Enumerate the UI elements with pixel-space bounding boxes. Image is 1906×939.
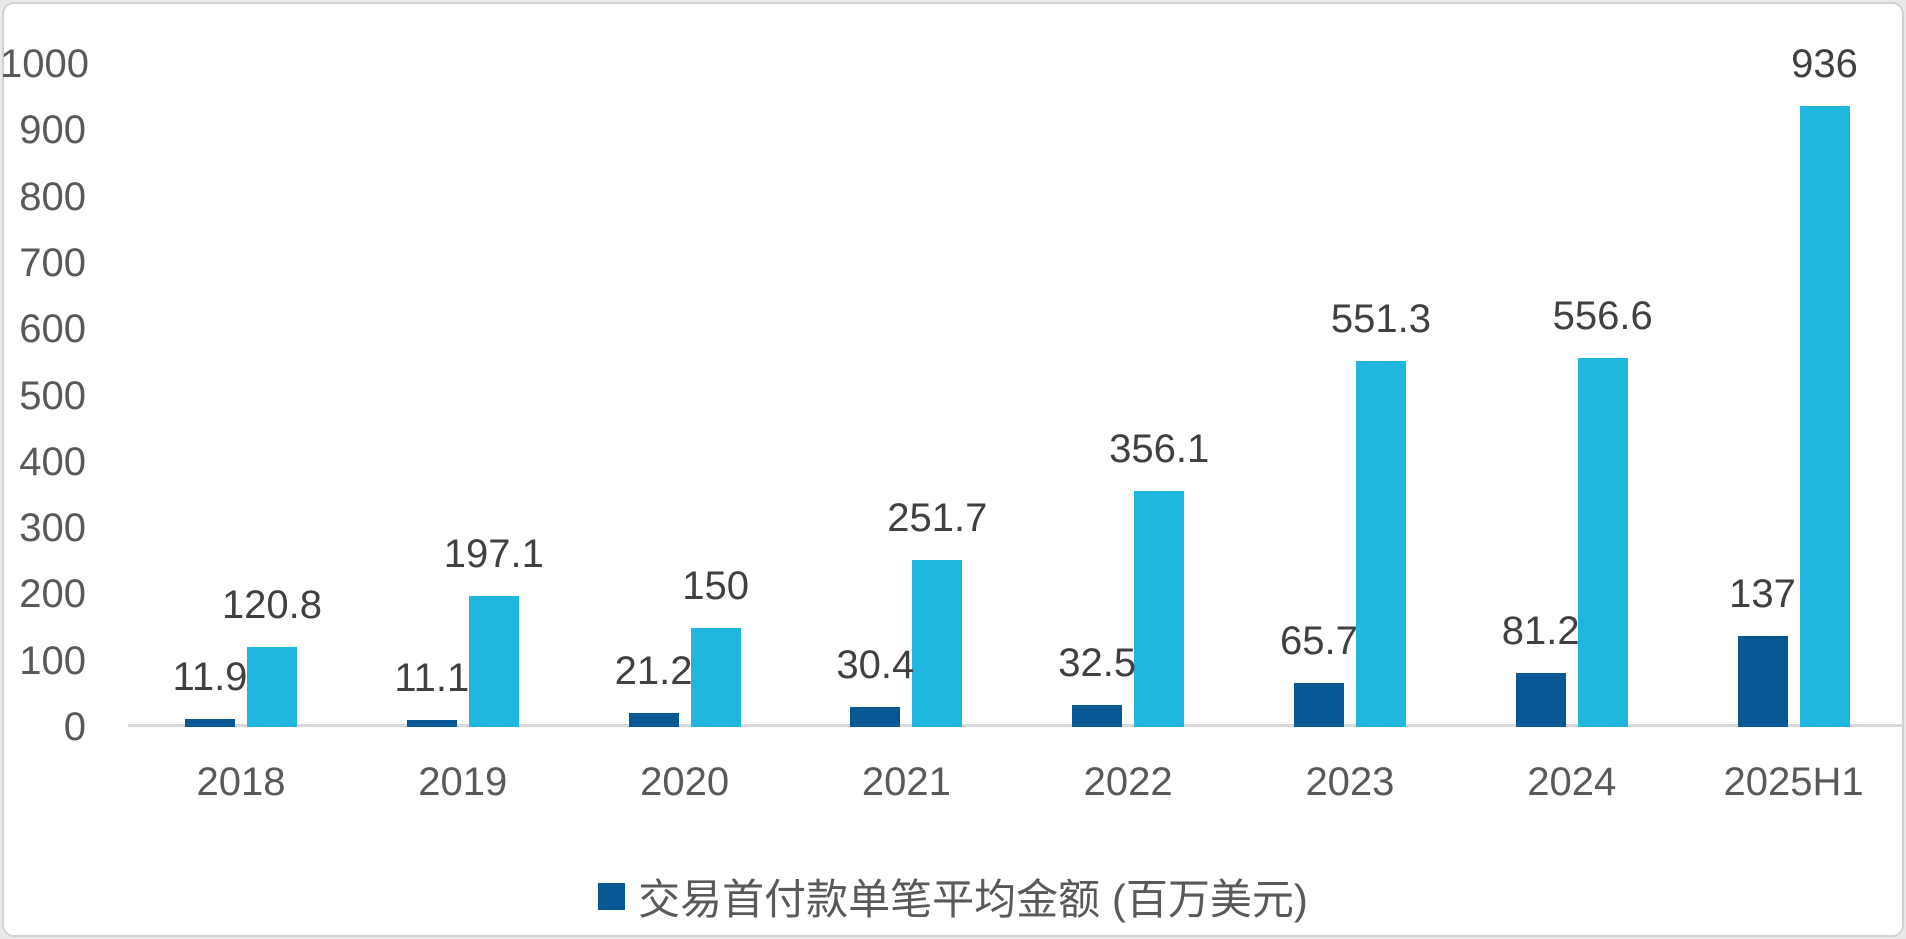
x-axis-category-label: 2022: [1083, 760, 1173, 804]
light-bar-2024: [1577, 357, 1628, 727]
legend-label: 交易首付款单笔平均金额 (百万美元): [638, 875, 1308, 923]
chart-legend: 交易首付款单笔平均金额 (百万美元): [0, 872, 1906, 923]
dark-bar-2022: [1072, 705, 1123, 727]
data-label: 32.5: [1058, 641, 1137, 686]
x-axis-category-label: 2021: [861, 760, 951, 804]
data-label: 21.2: [614, 648, 693, 693]
data-label: 251.7: [887, 496, 988, 541]
data-label: 551.3: [1330, 297, 1431, 342]
data-label: 137: [1729, 572, 1796, 617]
data-label: 11.9: [172, 655, 248, 700]
data-label: 556.6: [1552, 293, 1653, 338]
y-axis-tick-label: 900: [19, 108, 86, 153]
y-axis-tick-label: 300: [19, 506, 86, 551]
y-axis-tick-label: 100: [19, 638, 86, 683]
light-bar-2018: [247, 646, 297, 727]
y-axis-tick-label: 800: [19, 174, 86, 219]
x-axis-line: [128, 724, 1902, 727]
data-label: 65.7: [1280, 619, 1358, 664]
data-label: 150: [682, 563, 749, 608]
light-bar-2019: [468, 596, 519, 727]
x-axis-category-label: 2023: [1305, 760, 1395, 804]
x-axis-category-label: 2019: [418, 760, 508, 804]
dark-bar-2019: [406, 719, 457, 727]
x-axis-category-label: 2025H1: [1723, 760, 1864, 804]
dark-bar-2018: [185, 719, 235, 727]
x-axis-category-label: 2018: [196, 760, 286, 804]
data-label: 120.8: [221, 582, 323, 627]
y-axis-tick-label: 400: [19, 439, 86, 484]
y-axis-tick-label: 500: [19, 373, 86, 418]
y-axis-tick-label: 1000: [0, 42, 89, 86]
data-label: 81.2: [1501, 609, 1580, 654]
light-bar-2020: [690, 627, 741, 727]
y-axis-tick-label: 200: [19, 572, 86, 617]
y-axis-tick-label: 600: [19, 307, 86, 352]
light-bar-2025H1: [1799, 106, 1850, 727]
light-bar-2022: [1134, 490, 1185, 727]
light-bar-2021: [912, 560, 963, 727]
legend-marker: [598, 882, 626, 910]
data-label: 197.1: [443, 532, 544, 577]
data-label: 936: [1791, 42, 1858, 87]
y-axis-tick-label: 0: [63, 705, 86, 749]
data-label: 356.1: [1109, 426, 1210, 471]
x-axis-category-label: 2020: [640, 760, 730, 804]
x-axis-category-label: 2024: [1527, 760, 1617, 804]
dark-bar-2024: [1515, 673, 1566, 727]
dark-bar-2020: [628, 712, 679, 727]
data-label: 11.1: [394, 655, 470, 700]
dark-bar-2025H1: [1737, 636, 1788, 727]
dark-bar-2021: [850, 706, 901, 727]
data-label: 30.4: [836, 642, 915, 687]
y-axis-tick-label: 700: [19, 240, 86, 285]
light-bar-2023: [1355, 361, 1406, 727]
dark-bar-2023: [1293, 683, 1344, 727]
